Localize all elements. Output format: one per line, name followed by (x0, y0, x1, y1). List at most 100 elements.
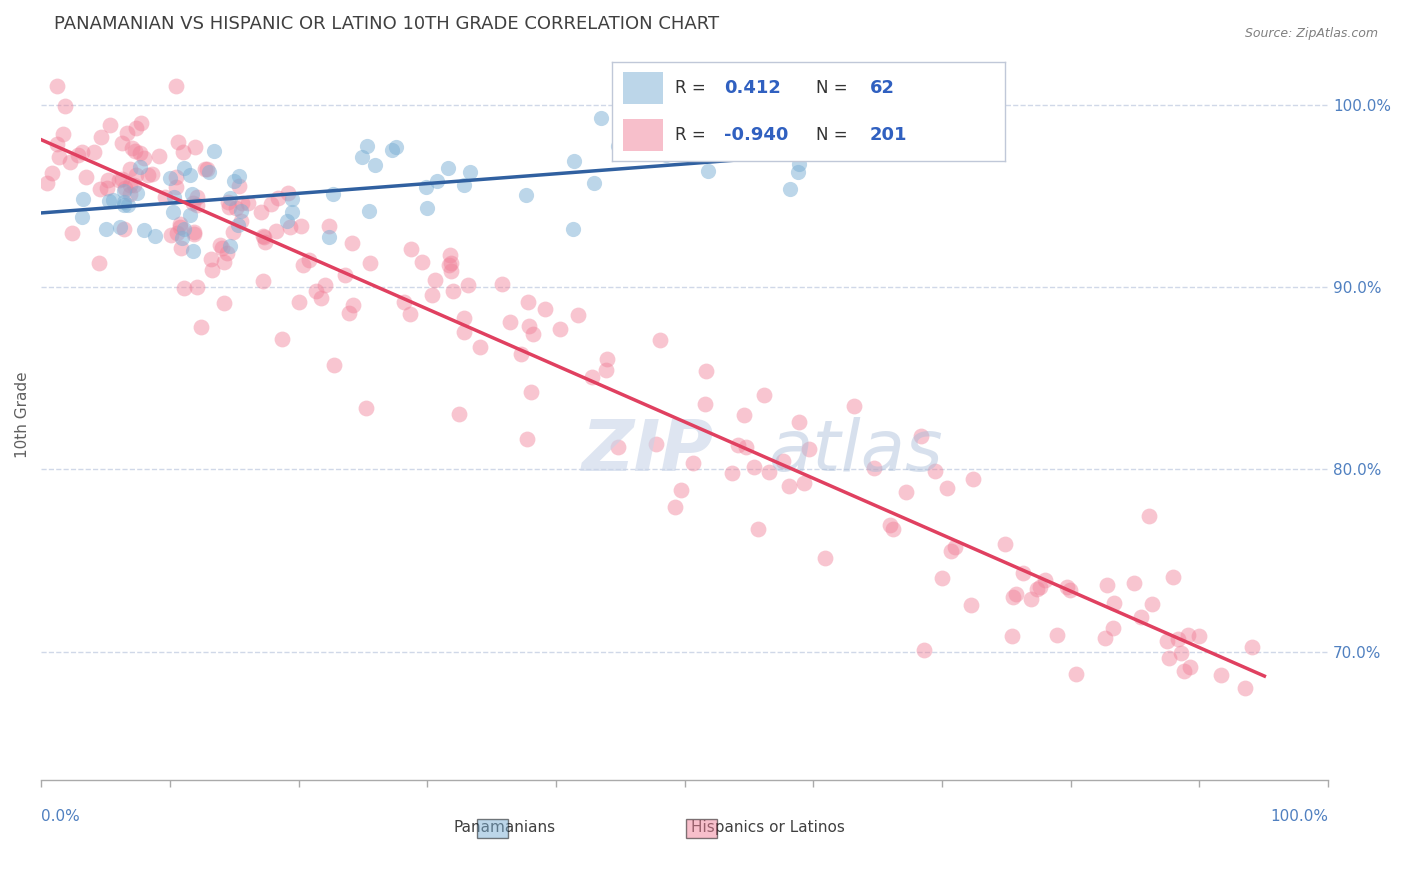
Point (89, 181, 111, 195)
Point (322, 187, 344, 202)
Point (1021, 592, 1043, 607)
Point (173, 161, 195, 175)
Point (1209, 667, 1232, 681)
Point (356, 401, 378, 415)
Point (1059, 583, 1081, 598)
Point (298, 253, 321, 268)
Point (1011, 566, 1033, 581)
Point (217, 194, 239, 209)
Point (225, 201, 247, 215)
Point (96, 180, 118, 194)
Text: 0.0%: 0.0% (41, 809, 80, 824)
Point (195, 162, 218, 177)
Point (117, 198, 139, 212)
Point (793, 475, 815, 490)
Point (910, 429, 932, 443)
Point (596, 351, 619, 366)
Point (134, 151, 156, 165)
Point (962, 472, 984, 486)
Text: PANAMANIAN VS HISPANIC OR LATINO 10TH GRADE CORRELATION CHART: PANAMANIAN VS HISPANIC OR LATINO 10TH GR… (53, 15, 718, 33)
Point (318, 219, 340, 234)
Point (1102, 597, 1125, 611)
Point (863, 461, 886, 475)
Point (399, 243, 422, 257)
Point (169, 219, 191, 234)
Point (94, 221, 117, 235)
Point (436, 161, 458, 175)
Point (420, 287, 443, 301)
Point (894, 485, 917, 500)
Point (218, 200, 240, 214)
Point (1188, 628, 1211, 642)
Point (789, 157, 811, 171)
Text: Source: ZipAtlas.com: Source: ZipAtlas.com (1244, 27, 1378, 40)
Point (682, 456, 704, 470)
Point (758, 465, 780, 479)
Point (606, 441, 628, 455)
Point (165, 79, 187, 94)
Point (162, 205, 184, 219)
Point (1234, 681, 1257, 696)
Point (89, 256, 111, 270)
Point (1056, 580, 1078, 594)
Point (1140, 597, 1163, 611)
Point (352, 150, 374, 164)
Point (141, 167, 163, 181)
Point (425, 273, 447, 287)
Point (260, 197, 283, 211)
Point (416, 201, 439, 215)
Point (695, 364, 717, 378)
Point (912, 643, 935, 657)
Point (415, 180, 437, 194)
Text: R =: R = (675, 79, 706, 97)
Point (510, 347, 533, 361)
Point (276, 214, 298, 228)
Point (186, 280, 208, 294)
Point (931, 571, 953, 585)
Point (281, 204, 304, 219)
Point (83, 145, 105, 160)
Point (114, 221, 136, 235)
Point (201, 263, 224, 277)
Point (939, 544, 962, 558)
Point (959, 599, 981, 613)
Point (669, 483, 692, 498)
Text: Hispanics or Latinos: Hispanics or Latinos (692, 820, 845, 835)
Point (45, 79, 67, 94)
Point (747, 522, 769, 536)
Point (212, 295, 235, 310)
Point (148, 149, 170, 163)
Bar (623, 120, 662, 151)
Point (515, 188, 537, 202)
Point (59, 155, 82, 169)
Point (46, 136, 69, 151)
Point (111, 172, 134, 186)
Point (1102, 621, 1125, 635)
Point (129, 146, 152, 161)
Point (1157, 650, 1180, 665)
Point (249, 205, 271, 219)
Text: 62: 62 (869, 79, 894, 97)
Point (744, 460, 766, 475)
Point (231, 214, 253, 228)
Point (441, 284, 464, 298)
Point (112, 184, 135, 198)
Point (75, 170, 97, 185)
Point (179, 169, 201, 183)
Point (132, 223, 155, 237)
Point (562, 153, 585, 168)
Point (70, 145, 93, 160)
Point (516, 433, 538, 447)
Point (202, 144, 225, 158)
Point (491, 277, 513, 292)
Point (437, 258, 460, 272)
Point (882, 523, 904, 537)
Point (1028, 580, 1050, 594)
Point (124, 145, 146, 159)
Point (1033, 573, 1056, 587)
Point (457, 278, 479, 293)
Point (264, 224, 287, 238)
Point (727, 438, 749, 452)
Point (159, 170, 181, 185)
Y-axis label: 10th Grade: 10th Grade (15, 371, 30, 458)
